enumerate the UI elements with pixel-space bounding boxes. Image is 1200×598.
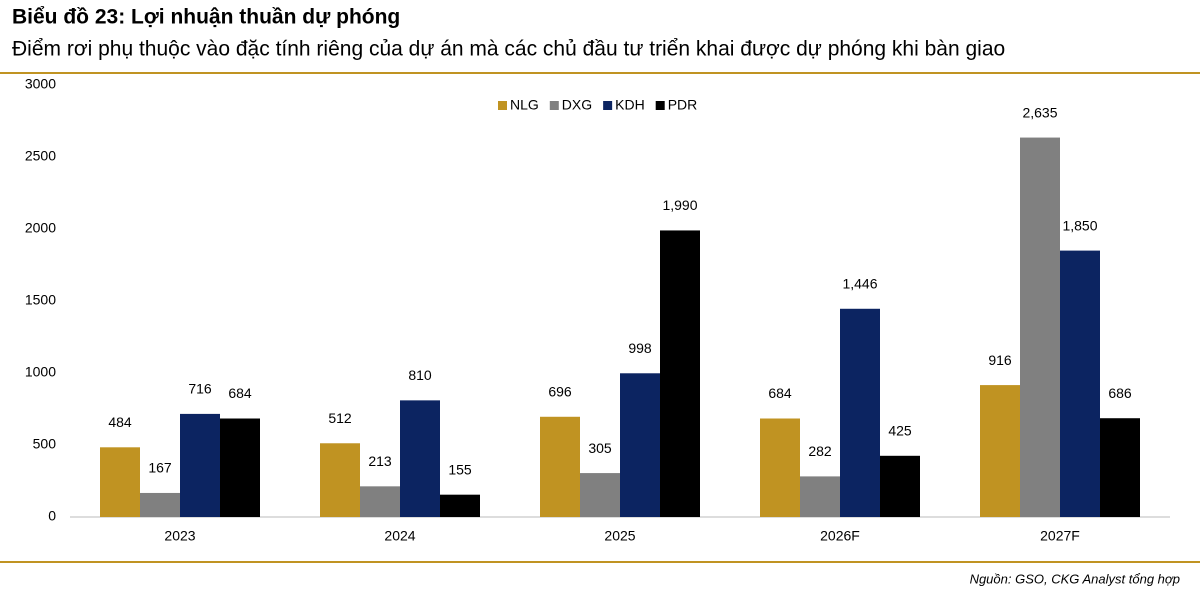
legend-swatch — [498, 101, 507, 110]
value-label: 684 — [768, 385, 792, 401]
value-label: 1,446 — [842, 275, 877, 291]
value-label: 686 — [1108, 385, 1132, 401]
bar — [660, 230, 700, 517]
y-tick-label: 500 — [33, 436, 57, 452]
chart-title: Biểu đồ 23: Lợi nhuận thuần dự phóng — [12, 6, 400, 29]
bar — [620, 373, 660, 517]
legend-swatch — [603, 101, 613, 110]
value-label: 998 — [628, 340, 652, 356]
value-label: 1,850 — [1062, 217, 1097, 233]
legend-label: DXG — [562, 97, 592, 113]
x-tick-label: 2023 — [164, 528, 195, 544]
bar — [540, 416, 580, 517]
value-label: 916 — [988, 352, 1012, 368]
bar — [400, 400, 440, 517]
bar — [840, 308, 880, 517]
y-tick-label: 1500 — [25, 292, 56, 308]
legend-label: NLG — [510, 97, 539, 113]
bar — [760, 418, 800, 517]
chart-subtitle: Điểm rơi phụ thuộc vào đặc tính riêng củ… — [12, 38, 1005, 61]
value-label: 512 — [328, 410, 352, 426]
bar — [140, 492, 180, 517]
bar — [1020, 137, 1060, 517]
x-tick-label: 2026F — [820, 528, 860, 544]
bar — [800, 476, 840, 517]
value-label: 167 — [148, 460, 172, 476]
legend-label: PDR — [668, 97, 698, 113]
bar — [1100, 418, 1140, 517]
bar — [180, 413, 220, 517]
bar — [360, 486, 400, 517]
value-label: 810 — [408, 367, 432, 383]
bar — [880, 455, 920, 517]
y-tick-label: 1000 — [25, 364, 56, 380]
value-label: 716 — [188, 381, 212, 397]
legend-label: KDH — [615, 97, 645, 113]
value-label: 282 — [808, 443, 832, 459]
bar — [580, 473, 620, 517]
bar — [980, 385, 1020, 517]
value-label: 155 — [448, 461, 472, 477]
value-label: 484 — [108, 414, 132, 430]
y-tick-label: 0 — [48, 508, 56, 524]
bar — [1060, 250, 1100, 517]
value-label: 684 — [228, 385, 252, 401]
value-label: 696 — [548, 383, 572, 399]
y-tick-label: 2000 — [25, 220, 56, 236]
x-tick-label: 2024 — [384, 528, 415, 544]
y-tick-label: 3000 — [25, 76, 56, 92]
x-tick-label: 2027F — [1040, 528, 1080, 544]
value-label: 425 — [888, 423, 912, 439]
bar — [100, 447, 140, 517]
source: Nguồn: GSO, CKG Analyst tổng hợp — [970, 571, 1180, 586]
bar — [220, 418, 260, 517]
value-label: 2,635 — [1022, 104, 1057, 120]
legend-swatch — [655, 101, 665, 110]
bar — [440, 494, 480, 517]
legend-swatch — [549, 101, 559, 110]
value-label: 305 — [588, 440, 612, 456]
value-label: 1,990 — [662, 197, 697, 213]
value-label: 213 — [368, 453, 392, 469]
bar — [320, 443, 360, 517]
y-tick-label: 2500 — [25, 148, 56, 164]
x-tick-label: 2025 — [604, 528, 635, 544]
